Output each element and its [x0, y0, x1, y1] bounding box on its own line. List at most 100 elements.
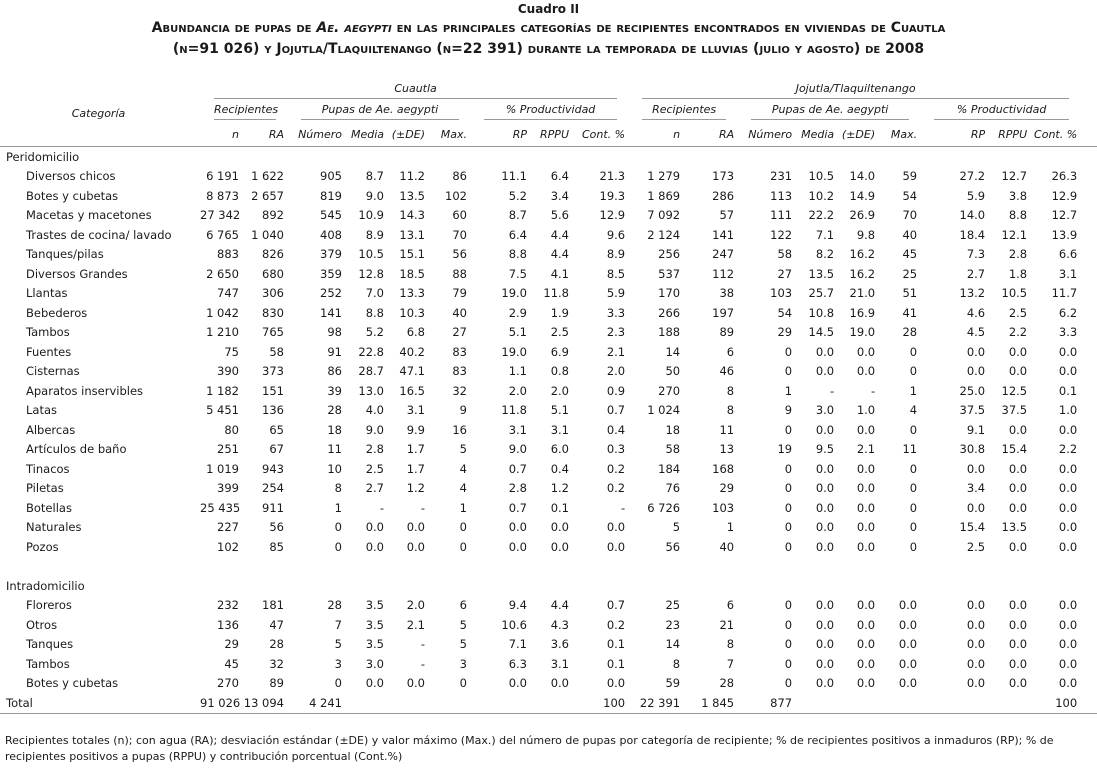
data-row: Floreros 232 181 28 3.5 2.0 6 9.4 4.4 0.7 25 6 0 0.0 0…: [0, 596, 1097, 616]
cell: 29: [224, 637, 239, 652]
cell: 13 094: [242, 693, 287, 714]
cell: 13.5: [399, 188, 425, 203]
category: Naturales: [26, 520, 82, 535]
cell: 5.6: [550, 208, 569, 223]
cell: 9: [459, 403, 467, 418]
cell: 54: [902, 188, 918, 203]
cell: 6: [459, 598, 467, 613]
cell: 0.4: [550, 461, 569, 476]
spacer: [1080, 537, 1097, 557]
cell: 251: [217, 442, 239, 457]
cell: 3: [459, 656, 467, 671]
cell: 247: [712, 247, 735, 262]
cell: 70: [452, 227, 467, 242]
data-row: Naturales 227 56 0 0.0 0.0 0 0.0 0.0 0.0 5 1 0 0.0 0.0…: [0, 518, 1097, 538]
cell: 11.2: [399, 169, 425, 184]
cell: 0.0: [365, 539, 384, 554]
column-header: Media: [345, 122, 387, 147]
cell: 5.2: [365, 325, 384, 340]
cell: 5 451: [206, 403, 239, 418]
cell: 22.8: [358, 344, 384, 359]
cell: 0.0: [966, 617, 986, 632]
cell: 7 092: [647, 208, 681, 223]
cell: 0.0: [898, 598, 918, 613]
cell: 0: [909, 481, 918, 496]
cell: 14.0: [849, 169, 876, 184]
cell: 0.0: [550, 676, 569, 691]
column-header: n: [200, 122, 242, 147]
category: Botes y cubetas: [26, 676, 119, 691]
cell: 2.5: [1008, 305, 1028, 320]
cell: 103: [770, 286, 793, 301]
cell: 0.1: [606, 637, 626, 652]
cell: 38: [719, 286, 735, 301]
cell: 16: [452, 422, 467, 437]
cell: 4.6: [966, 305, 986, 320]
cell: 13.5: [808, 266, 835, 281]
subgroup-header: % Productividad: [920, 100, 1080, 122]
data-row: Otros 136 47 7 3.5 2.1 5 10.6 4.3 0.2 23 21 0 0.0 0.0 0…: [0, 615, 1097, 635]
cell: 19.0: [849, 325, 876, 340]
cell: 91: [327, 344, 342, 359]
cell: 2.3: [606, 325, 626, 340]
cell: 18: [665, 422, 681, 437]
title-species: Ae. aegypti: [316, 20, 392, 36]
cell: 25.7: [808, 286, 835, 301]
column-header: RA: [683, 122, 738, 147]
cell: 0.0: [815, 461, 835, 476]
cell: 8: [726, 383, 735, 398]
cell: 16.5: [399, 383, 425, 398]
cell: 10.9: [358, 208, 384, 223]
cell: 4.4: [550, 598, 569, 613]
cell: 40: [452, 305, 467, 320]
cell: 0.0: [856, 344, 876, 359]
cell: 1 622: [251, 169, 284, 184]
cell: 58: [777, 247, 793, 262]
spacer: [1080, 264, 1097, 284]
cell: 11.8: [501, 403, 527, 418]
cell: 59: [665, 676, 681, 691]
cell: 15.4: [1001, 442, 1028, 457]
cell: 23: [665, 617, 681, 632]
category: Macetas y macetones: [26, 208, 152, 223]
cell: 28: [327, 403, 342, 418]
cell: [837, 693, 879, 714]
cell: 0.0: [1008, 461, 1028, 476]
cell: 0: [334, 676, 342, 691]
data-row: Trastes de cocina/ lavado 6 765 1 040 408 8.…: [0, 225, 1097, 245]
data-row: Diversos chicos 6 191 1 622 905 8.7 11.2 86 11.…: [0, 167, 1097, 187]
cell: 0.2: [606, 617, 626, 632]
cell: 12.7: [1051, 208, 1078, 223]
cell: -: [420, 500, 425, 515]
cell: 0: [784, 676, 793, 691]
cell: 40: [719, 539, 735, 554]
cell: 80: [224, 422, 239, 437]
cell: 7: [726, 656, 735, 671]
cell: 0: [909, 500, 918, 515]
cell: 905: [320, 169, 342, 184]
category: Artículos de baño: [26, 442, 127, 457]
total-label: Total: [0, 693, 200, 714]
cell: 892: [262, 208, 284, 223]
cell: 0.0: [856, 617, 876, 632]
cell: 2.0: [606, 364, 626, 379]
cell: 86: [452, 169, 467, 184]
cell: 6 726: [647, 500, 681, 515]
cell: 1 024: [647, 403, 681, 418]
cell: 0.0: [815, 481, 835, 496]
spacer: [1080, 654, 1097, 674]
column-row: n RA Número Media (±DE) Max. RP RPPU Cont. % n RA N…: [0, 122, 1097, 147]
cell: 21.0: [849, 286, 876, 301]
spacer: [1080, 459, 1097, 479]
cell: 0.0: [815, 598, 835, 613]
cell: 141: [320, 305, 342, 320]
cell: 256: [658, 247, 681, 262]
spacer: [1080, 186, 1097, 206]
data-row: Tinacos 1 019 943 10 2.5 1.7 4 0.7 0.4 0.2 184 168 0…: [0, 459, 1097, 479]
cell: 21.3: [599, 169, 626, 184]
cell: 91 026: [200, 693, 242, 714]
cell: 25.0: [959, 383, 986, 398]
cell: 0.0: [856, 637, 876, 652]
cell: 537: [658, 266, 681, 281]
